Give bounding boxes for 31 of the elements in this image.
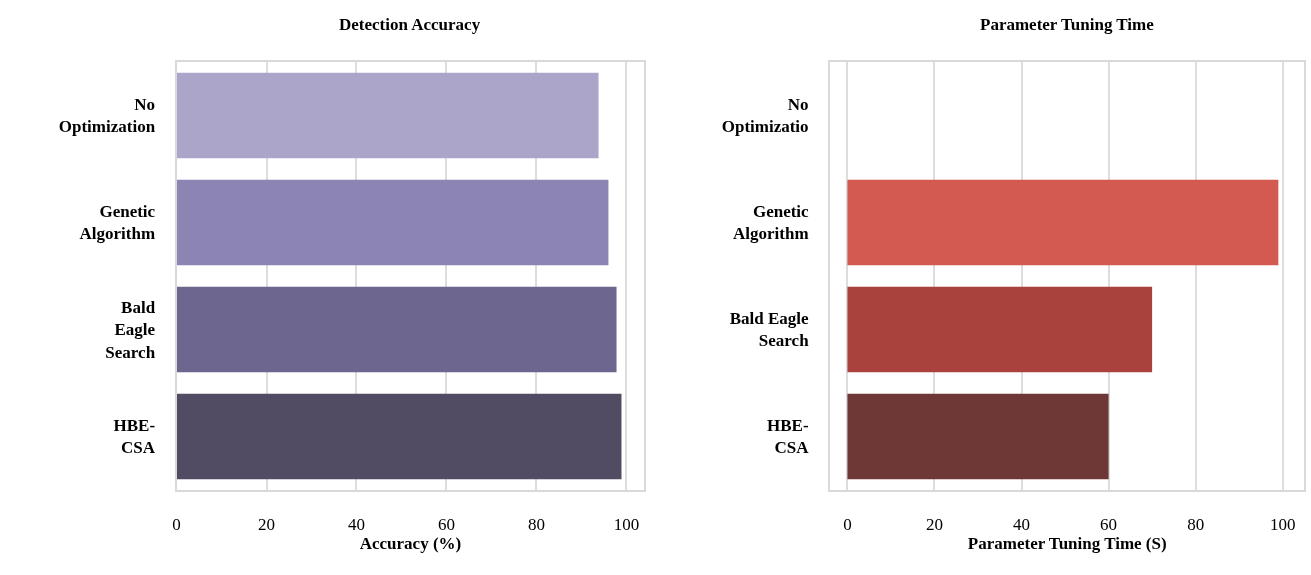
x-tick-label: 60 (1100, 515, 1118, 535)
x-tick-label: 20 (925, 515, 943, 535)
bar (847, 393, 1109, 480)
x-axis-title: Parameter Tuning Time (S) (967, 534, 1167, 554)
y-tick-label: Genetic Algorithm (733, 202, 810, 244)
x-tick-label: 60 (437, 515, 455, 535)
x-tick-label: 100 (1269, 515, 1296, 535)
x-tick-label: 40 (1013, 515, 1031, 535)
y-tick-label: HBE- CSA (113, 416, 156, 458)
x-tick-label: 0 (172, 515, 181, 535)
bar (847, 179, 1279, 266)
x-tick-label: 40 (347, 515, 365, 535)
chart-title: Detection Accuracy (339, 15, 481, 34)
bar (847, 286, 1153, 373)
y-tick-label: Bald Eagle Search (105, 298, 156, 362)
x-tick-label: 20 (258, 515, 275, 535)
chart-title: Parameter Tuning Time (980, 15, 1155, 34)
x-tick-label: 100 (613, 515, 640, 535)
x-axis-title: Accuracy (%) (359, 534, 462, 554)
y-tick-label: Bald Eagle Search (729, 309, 810, 351)
bar (176, 179, 609, 266)
bar (176, 286, 617, 373)
y-tick-label: Genetic Algorithm (79, 202, 156, 244)
y-tick-label: HBE- CSA (767, 416, 810, 458)
x-tick-label: 80 (527, 515, 545, 535)
y-tick-label: No Optimization (58, 95, 156, 137)
bar (176, 393, 622, 480)
bar (176, 72, 599, 159)
y-tick-label: No Optimizatio (721, 95, 809, 137)
x-tick-label: 0 (843, 515, 852, 535)
x-tick-label: 80 (1187, 515, 1205, 535)
